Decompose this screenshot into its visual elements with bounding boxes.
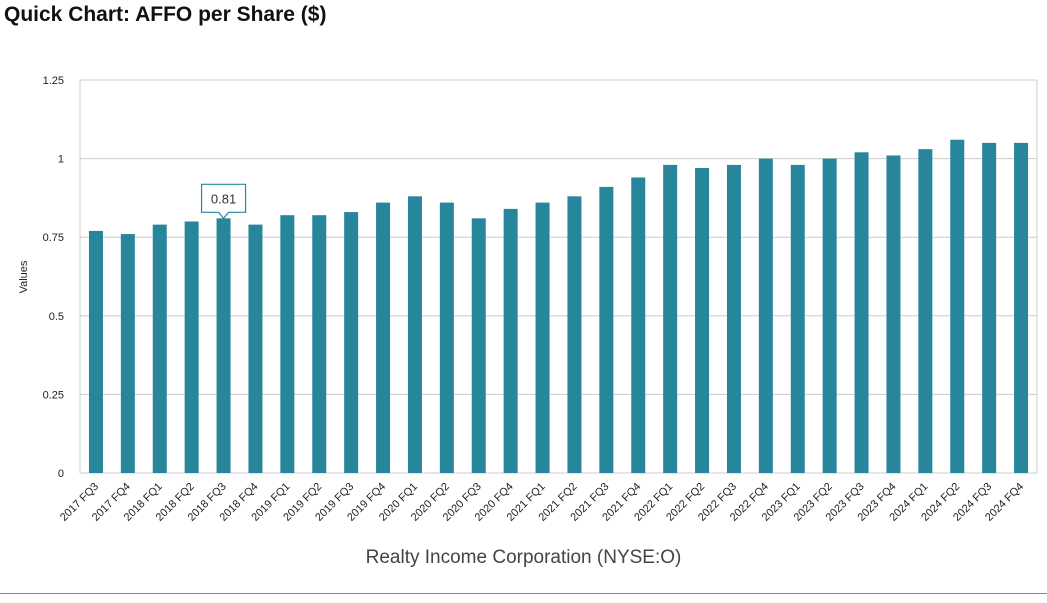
tooltip-value: 0.81 (211, 191, 236, 206)
bar[interactable] (344, 212, 359, 473)
bar[interactable] (312, 215, 327, 473)
y-tick-label: 1.25 (43, 75, 64, 87)
bar[interactable] (88, 230, 103, 473)
bar[interactable] (535, 202, 550, 473)
bar[interactable] (631, 177, 646, 474)
bar[interactable] (407, 196, 422, 473)
bar[interactable] (726, 164, 741, 473)
bar[interactable] (663, 164, 678, 473)
bar[interactable] (950, 139, 965, 473)
bar[interactable] (248, 224, 263, 473)
y-axis-ticks: 0 0.25 0.5 0.75 1 1.25 (43, 75, 64, 480)
bar[interactable] (184, 221, 199, 473)
bar[interactable] (376, 202, 391, 473)
y-tick-label: 0 (58, 468, 64, 480)
bar[interactable] (120, 234, 135, 473)
bars (88, 139, 1029, 474)
y-tick-label: 0.25 (43, 389, 64, 401)
bar[interactable] (599, 186, 614, 473)
bar[interactable] (439, 202, 454, 473)
y-tick-label: 0.5 (49, 311, 64, 323)
bar[interactable] (886, 155, 901, 473)
bar[interactable] (216, 218, 231, 473)
y-tick-label: 1 (58, 154, 64, 166)
bar[interactable] (152, 224, 167, 473)
bar[interactable] (758, 158, 773, 473)
bar[interactable] (695, 168, 710, 474)
bar[interactable] (918, 149, 933, 473)
bar[interactable] (1014, 142, 1029, 473)
value-tooltip: 0.81 (200, 183, 247, 220)
tooltip-box (200, 183, 247, 220)
divider (0, 593, 1047, 594)
y-axis-title: Values (18, 260, 30, 293)
page-title: Quick Chart: AFFO per Share ($) (4, 3, 327, 26)
gridlines (79, 79, 1038, 474)
bar[interactable] (854, 152, 869, 473)
bar[interactable] (567, 196, 582, 473)
chart-subtitle: Realty Income Corporation (NYSE:O) (365, 547, 682, 568)
bar[interactable] (790, 164, 805, 473)
bar[interactable] (503, 208, 518, 474)
bar[interactable] (982, 142, 997, 473)
bar[interactable] (471, 218, 486, 473)
bar[interactable] (822, 158, 837, 473)
y-tick-label: 0.75 (43, 232, 64, 244)
bar[interactable] (280, 215, 295, 473)
